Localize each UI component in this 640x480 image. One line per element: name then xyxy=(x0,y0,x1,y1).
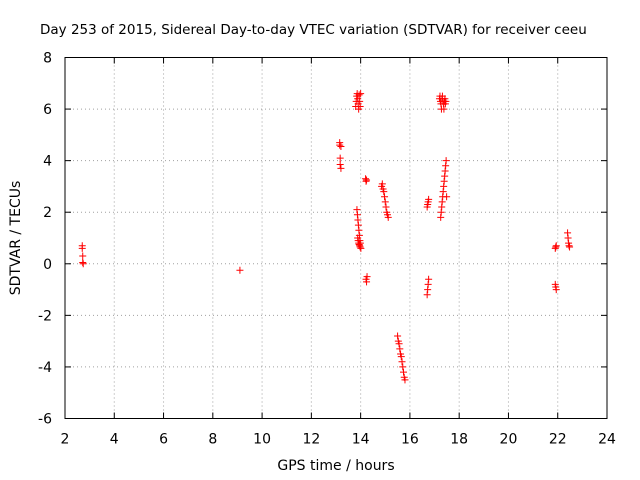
y-tick-label: 8 xyxy=(43,51,52,67)
data-point xyxy=(425,195,433,203)
data-point xyxy=(400,368,408,376)
data-point xyxy=(336,141,344,149)
data-point xyxy=(336,154,344,162)
data-point xyxy=(398,358,406,366)
data-point xyxy=(336,161,344,169)
data-point xyxy=(552,242,560,250)
data-point xyxy=(363,176,371,184)
data-points xyxy=(78,90,574,384)
x-tick-label: 2 xyxy=(61,432,70,448)
data-point xyxy=(425,275,433,283)
x-tick-label: 12 xyxy=(302,432,320,448)
x-tick-label: 4 xyxy=(110,432,119,448)
x-tick-label: 18 xyxy=(450,432,468,448)
data-point xyxy=(399,363,407,371)
data-point xyxy=(337,142,345,150)
y-axis-tick-labels: -6 -4 -2 0 2 4 6 8 xyxy=(38,51,52,428)
data-point xyxy=(356,102,364,110)
data-point xyxy=(442,97,450,105)
x-axis-tick-labels: 2 4 6 8 10 12 14 16 18 20 22 24 xyxy=(61,432,616,448)
y-tick-label: -2 xyxy=(38,308,52,324)
x-tick-label: 16 xyxy=(401,432,419,448)
data-point xyxy=(356,243,364,251)
x-axis-label: GPS time / hours xyxy=(277,458,394,474)
data-point xyxy=(442,157,450,165)
data-point xyxy=(552,286,560,294)
x-tick-label: 20 xyxy=(500,432,518,448)
x-tick-label: 8 xyxy=(208,432,217,448)
x-tick-label: 22 xyxy=(549,432,567,448)
axis-ticks xyxy=(64,57,608,419)
data-point xyxy=(378,180,386,188)
data-point xyxy=(381,198,389,206)
data-point xyxy=(395,340,403,348)
chart-title: Day 253 of 2015, Sidereal Day-to-day VTE… xyxy=(40,22,587,38)
x-tick-label: 10 xyxy=(253,432,271,448)
data-point xyxy=(396,345,404,353)
y-tick-label: 0 xyxy=(43,257,52,273)
data-point xyxy=(357,90,365,98)
data-point xyxy=(355,91,363,99)
plot-frame xyxy=(64,57,608,419)
data-point xyxy=(397,353,405,361)
data-point xyxy=(440,105,448,113)
y-tick-label: 6 xyxy=(43,102,52,118)
x-tick-label: 24 xyxy=(598,432,616,448)
data-point xyxy=(394,332,402,340)
data-point xyxy=(443,193,451,201)
data-point xyxy=(78,244,86,252)
y-tick-label: -6 xyxy=(38,412,52,428)
data-point xyxy=(337,164,345,172)
data-point xyxy=(382,203,390,211)
grid xyxy=(65,57,607,419)
data-point xyxy=(236,266,244,274)
data-point xyxy=(381,193,389,201)
x-tick-label: 14 xyxy=(352,432,370,448)
data-point xyxy=(401,376,409,384)
y-tick-label: 4 xyxy=(43,154,52,170)
data-point xyxy=(380,188,388,196)
data-point xyxy=(363,278,371,286)
x-tick-label: 6 xyxy=(159,432,168,448)
data-point xyxy=(79,260,87,268)
y-tick-label: 2 xyxy=(43,205,52,221)
y-tick-label: -4 xyxy=(38,360,52,376)
data-point xyxy=(79,252,87,260)
y-axis-label: SDTVAR / TECUs xyxy=(8,181,24,296)
data-point xyxy=(566,243,574,251)
data-point xyxy=(384,213,392,221)
